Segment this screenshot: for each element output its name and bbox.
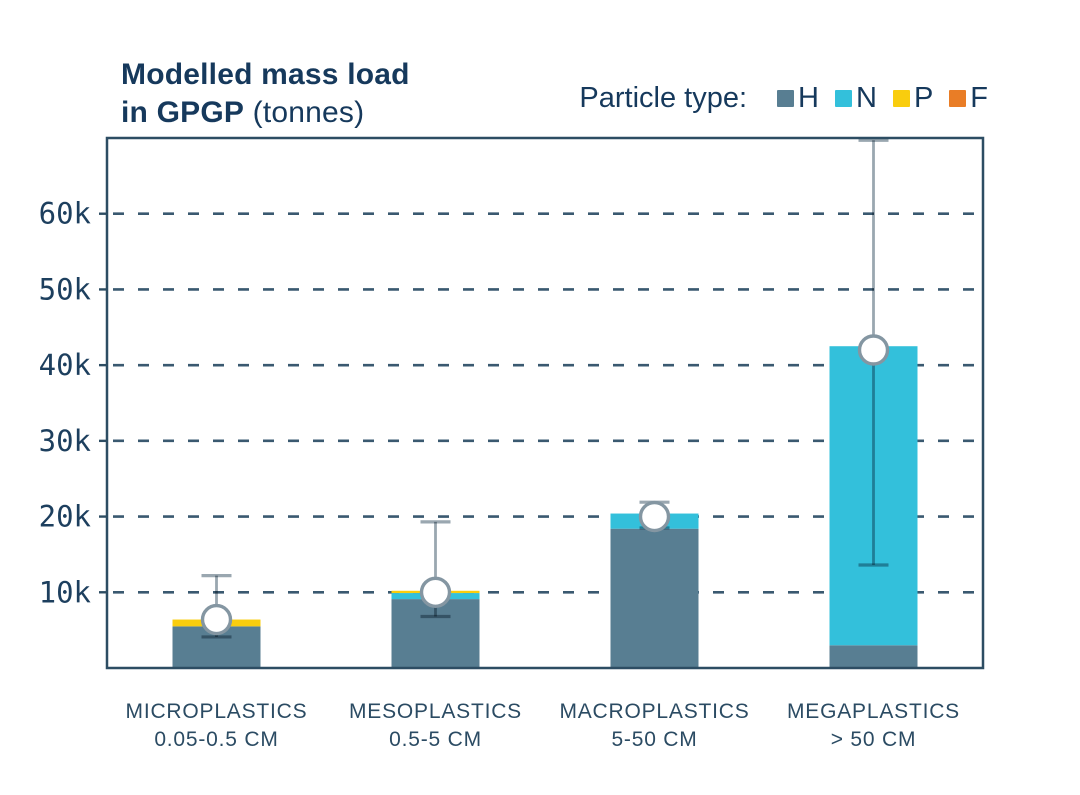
y-tick-label-60k: 60k (39, 197, 92, 231)
legend: Particle type: H N P F (579, 82, 988, 115)
legend-swatch-h-icon (777, 90, 795, 107)
x-label-name-megaplastics: MEGAPLASTICS (787, 700, 960, 723)
bar-segment-megaplastics-h (829, 645, 918, 668)
legend-item-f: F (949, 82, 988, 115)
chart-title-unit: (tonnes) (244, 96, 365, 129)
legend-key-h: H (798, 82, 819, 114)
y-tick-label-30k: 30k (39, 424, 92, 458)
bar-segment-macroplastics-h (610, 528, 699, 668)
legend-item-n: N (834, 82, 877, 115)
y-tick-label-20k: 20k (39, 500, 92, 534)
legend-swatch-n-icon (834, 90, 852, 107)
y-tick-label-50k: 50k (39, 272, 92, 306)
legend-label: Particle type: (579, 82, 748, 114)
legend-key-n: N (855, 82, 877, 114)
legend-item-h: H (777, 82, 819, 115)
legend-item-p: P (892, 82, 934, 115)
total-marker-macroplastics (638, 500, 671, 533)
total-marker-megaplastics (857, 334, 890, 366)
x-label-name-macroplastics: MACROPLASTICS (559, 700, 749, 723)
chart-title: Modelled mass load in GPGP (tonnes) (121, 56, 410, 132)
total-marker-mesoplastics (419, 576, 452, 608)
chart-title-line1: Modelled mass load (121, 58, 410, 91)
y-tick-label-10k: 10k (39, 575, 92, 609)
x-label-size-microplastics: 0.05-0.5 CM (154, 728, 278, 751)
plot-frame (105, 136, 985, 670)
x-label-name-microplastics: MICROPLASTICS (126, 700, 308, 723)
chart-title-line2: in GPGP (tonnes) (121, 96, 365, 129)
y-tick-label-40k: 40k (39, 348, 92, 382)
x-label-size-macroplastics: 5-50 CM (611, 728, 697, 751)
x-label-size-megaplastics: > 50 CM (831, 728, 917, 751)
total-marker-microplastics (200, 603, 233, 636)
legend-swatch-f-icon (949, 90, 967, 107)
legend-swatch-p-icon (892, 90, 910, 107)
x-label-name-mesoplastics: MESOPLASTICS (349, 700, 522, 723)
legend-key-f: F (970, 82, 988, 114)
x-label-size-mesoplastics: 0.5-5 CM (389, 728, 482, 751)
legend-key-p: P (913, 82, 934, 114)
